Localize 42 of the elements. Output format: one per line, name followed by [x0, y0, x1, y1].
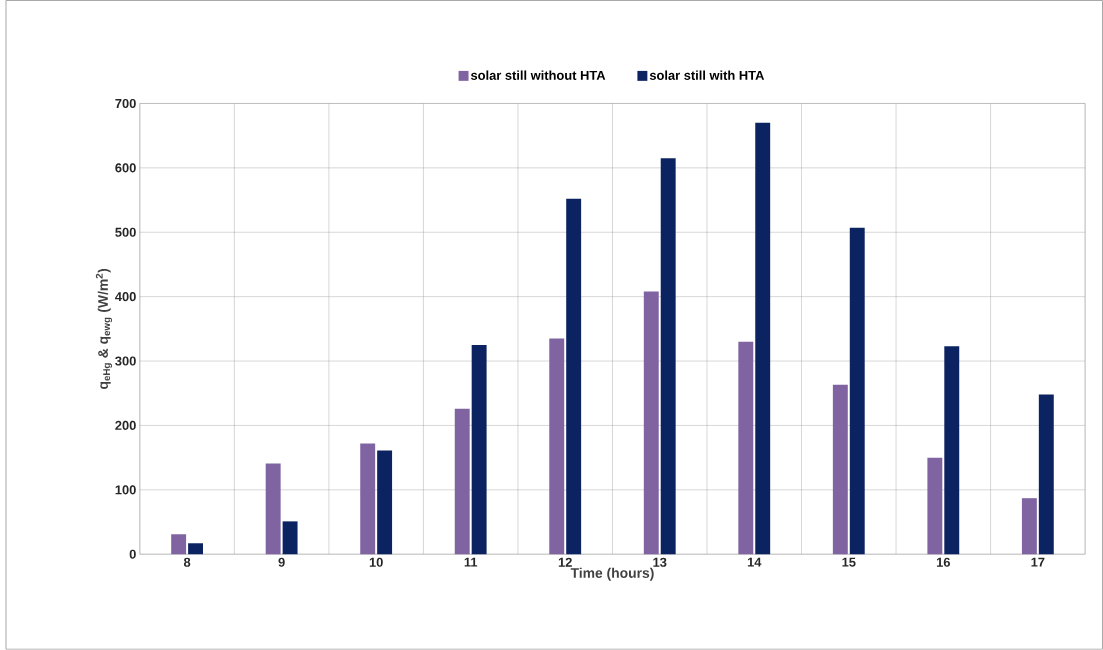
y-tick-label: 300 [115, 356, 136, 366]
x-tick-label: 10 [369, 557, 383, 567]
bar [471, 345, 487, 555]
x-tick-label: 8 [183, 557, 191, 567]
bar [944, 346, 960, 555]
bar [1021, 498, 1037, 555]
y-tick-label: 0 [129, 549, 136, 559]
bar [282, 521, 298, 555]
bar [360, 443, 376, 555]
bar [849, 227, 865, 555]
y-tick-label: 500 [115, 227, 136, 237]
bar [188, 543, 204, 555]
y-tick-label: 600 [115, 163, 136, 173]
x-tick-label: 15 [842, 557, 856, 567]
x-tick-label: 13 [653, 557, 667, 567]
x-tick-label: 14 [747, 557, 762, 567]
bar [549, 338, 565, 555]
x-tick-label: 16 [936, 557, 951, 567]
y-tick-label: 400 [115, 292, 136, 302]
y-tick-label: 200 [115, 420, 136, 431]
bar [566, 198, 582, 555]
y-tick-label: 100 [115, 485, 136, 495]
bar [927, 457, 943, 555]
bar [832, 384, 848, 555]
bar [265, 463, 281, 555]
legend-label: solar still with HTA [649, 70, 765, 81]
x-tick-label: 9 [278, 557, 285, 567]
y-axis-title: q$_{eHg}$ & q$_{ewg}$ (W/m$^{2}$) [95, 269, 112, 389]
legend-label: solar still without HTA [470, 70, 606, 81]
bar [171, 534, 187, 555]
bar [643, 291, 659, 555]
x-tick-label: 17 [1031, 557, 1045, 567]
x-tick-label: 12 [558, 557, 572, 567]
bar [755, 122, 771, 555]
x-axis-title: Time (hours) [570, 567, 654, 581]
bar [660, 158, 676, 555]
bar [377, 450, 393, 555]
x-tick-label: 11 [464, 557, 478, 567]
bar [454, 408, 470, 555]
y-tick-label: 700 [115, 99, 136, 109]
bar [738, 341, 754, 555]
bar [1038, 394, 1054, 555]
